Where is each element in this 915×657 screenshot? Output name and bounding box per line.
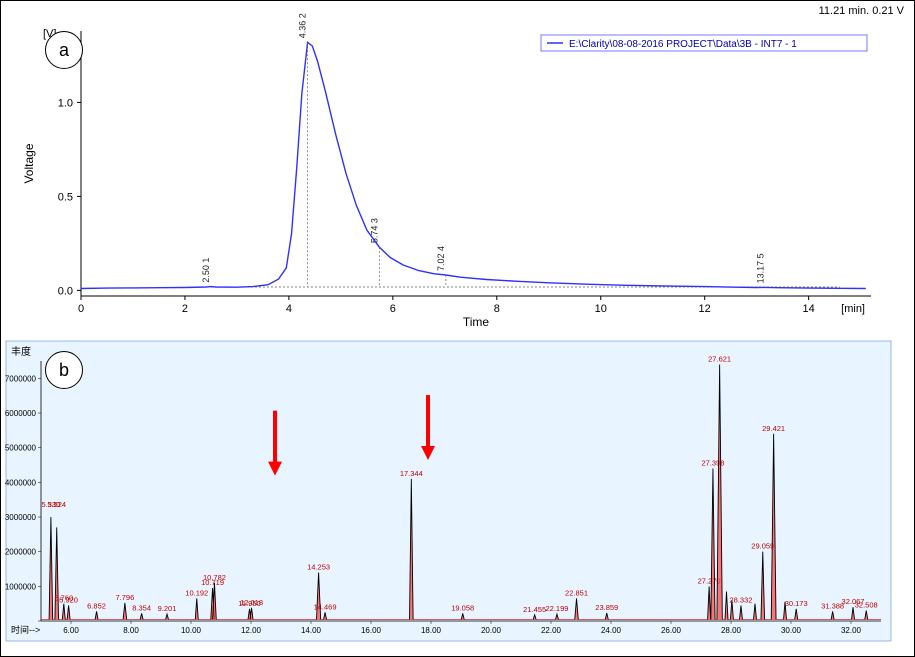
svg-text:19.058: 19.058 — [451, 603, 474, 612]
svg-text:丰度: 丰度 — [11, 345, 31, 358]
svg-text:32.00: 32.00 — [841, 626, 862, 635]
svg-text:E:\Clarity\08-08-2016 PROJECT\: E:\Clarity\08-08-2016 PROJECT\Data\3B - … — [569, 39, 797, 50]
svg-text:8: 8 — [494, 303, 500, 315]
svg-text:7.02 4: 7.02 4 — [436, 246, 446, 271]
svg-text:28.332: 28.332 — [729, 595, 752, 604]
svg-text:5.920: 5.920 — [59, 595, 78, 604]
svg-text:12.018: 12.018 — [240, 598, 263, 607]
svg-text:14: 14 — [803, 303, 815, 315]
svg-text:29.421: 29.421 — [762, 424, 785, 433]
svg-text:7.796: 7.796 — [115, 593, 134, 602]
panel-b-label-text: b — [59, 360, 69, 381]
svg-text:10: 10 — [595, 303, 607, 315]
svg-text:12.00: 12.00 — [241, 626, 262, 635]
panel-b-label: b — [45, 351, 83, 389]
svg-text:10.00: 10.00 — [181, 626, 202, 635]
svg-text:22.851: 22.851 — [565, 588, 588, 597]
svg-text:29.059: 29.059 — [751, 542, 774, 551]
svg-text:10.782: 10.782 — [203, 573, 226, 582]
svg-text:22.199: 22.199 — [545, 604, 568, 613]
svg-text:30.173: 30.173 — [785, 599, 808, 608]
svg-text:9.201: 9.201 — [158, 604, 177, 613]
svg-text:1000000: 1000000 — [5, 582, 37, 591]
svg-text:6: 6 — [390, 303, 396, 315]
svg-text:10.192: 10.192 — [185, 588, 208, 597]
svg-text:27.621: 27.621 — [708, 354, 731, 363]
svg-text:时间-->: 时间--> — [11, 624, 40, 635]
svg-text:22.00: 22.00 — [541, 626, 562, 635]
svg-text:1.0: 1.0 — [58, 97, 73, 109]
svg-text:26.00: 26.00 — [661, 626, 682, 635]
chromatogram-a: [V]0.00.51.0Voltage02468101214[min]TimeE… — [1, 1, 915, 331]
svg-text:23.859: 23.859 — [595, 603, 618, 612]
svg-text:16.00: 16.00 — [361, 626, 382, 635]
svg-text:4: 4 — [286, 303, 292, 315]
svg-text:0.5: 0.5 — [58, 191, 73, 203]
svg-text:20.00: 20.00 — [481, 626, 502, 635]
svg-text:18.00: 18.00 — [421, 626, 442, 635]
svg-text:7000000: 7000000 — [5, 374, 37, 383]
chromatogram-b: 丰度 1000000 2000000 3000000 4000000 5000000 600… — [1, 331, 915, 657]
svg-text:14.253: 14.253 — [307, 562, 330, 571]
svg-text:Voltage: Voltage — [22, 143, 36, 183]
svg-text:32.508: 32.508 — [855, 601, 878, 610]
svg-text:28.00: 28.00 — [721, 626, 742, 635]
svg-text:13.17 5: 13.17 5 — [755, 253, 765, 283]
svg-text:6.00: 6.00 — [63, 626, 79, 635]
svg-text:5000000: 5000000 — [5, 444, 37, 453]
svg-text:Time: Time — [463, 315, 490, 329]
svg-text:14.00: 14.00 — [301, 626, 322, 635]
panel-b: b 丰度 1000000 2000000 3000000 4000000 5000000 6… — [1, 331, 915, 657]
svg-text:[min]: [min] — [841, 303, 865, 315]
svg-text:8.00: 8.00 — [123, 626, 139, 635]
panel-a-label: a — [45, 31, 83, 69]
svg-text:8.354: 8.354 — [132, 603, 151, 612]
figure-container: 11.21 min. 0.21 V a [V]0.00.51.0Voltage0… — [0, 0, 915, 657]
panel-a: a [V]0.00.51.0Voltage02468101214[min]Tim… — [1, 1, 915, 331]
svg-text:0.0: 0.0 — [58, 285, 73, 297]
svg-text:21.455: 21.455 — [523, 605, 546, 614]
svg-text:5.524: 5.524 — [47, 500, 66, 509]
svg-text:2000000: 2000000 — [5, 548, 37, 557]
svg-text:2: 2 — [182, 303, 188, 315]
svg-text:4.36 2: 4.36 2 — [298, 13, 308, 38]
svg-text:4000000: 4000000 — [5, 478, 37, 487]
svg-text:2.50 1: 2.50 1 — [201, 258, 211, 283]
svg-text:5.74 3: 5.74 3 — [369, 218, 379, 243]
svg-text:17.344: 17.344 — [400, 469, 423, 478]
svg-text:14.469: 14.469 — [314, 602, 337, 611]
svg-text:6.852: 6.852 — [87, 601, 106, 610]
svg-text:6000000: 6000000 — [5, 409, 37, 418]
svg-text:12: 12 — [699, 303, 711, 315]
svg-text:3000000: 3000000 — [5, 513, 37, 522]
svg-text:24.00: 24.00 — [601, 626, 622, 635]
panel-a-label-text: a — [59, 40, 69, 61]
svg-text:0: 0 — [78, 303, 84, 315]
svg-text:30.00: 30.00 — [781, 626, 802, 635]
